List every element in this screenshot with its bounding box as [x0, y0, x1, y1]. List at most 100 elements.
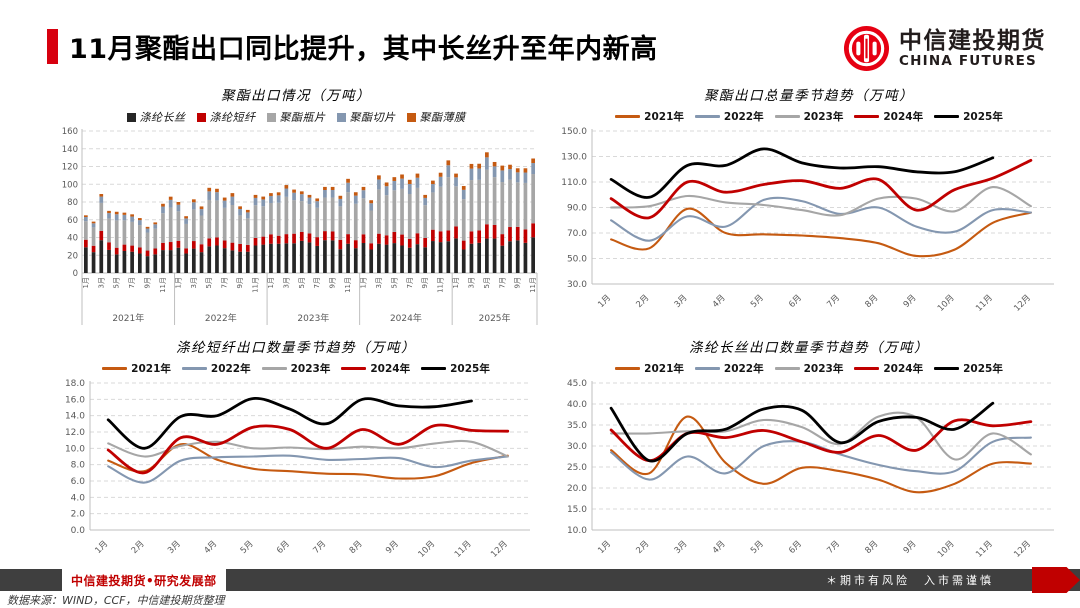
svg-text:9月: 9月	[902, 539, 919, 556]
svg-text:11月: 11月	[344, 277, 352, 293]
legend-swatch	[615, 366, 641, 371]
total-export-trend-plot: 30.0 50.0 70.0 90.0 110.0 130.0 150.0 1月 2月 3月 4月 5…	[561, 127, 1054, 314]
svg-text:9月: 9月	[384, 539, 401, 556]
filament-trend-plot: 10.0 15.0 20.0 25.0 30.0 35.0 40.0 45.0 1月 2月 3月 4月…	[567, 379, 1054, 560]
svg-text:3月: 3月	[97, 277, 105, 288]
legend-label: 2021年	[644, 363, 684, 375]
svg-text:7月: 7月	[825, 293, 842, 310]
svg-text:3月: 3月	[166, 539, 183, 556]
svg-text:11月: 11月	[529, 277, 537, 293]
legend-item-2024年: 2024年	[854, 361, 923, 376]
svg-text:1月: 1月	[452, 277, 460, 288]
legend-item-2021年: 2021年	[615, 361, 684, 376]
legend-label: 2024年	[883, 111, 924, 123]
x-axis-labels: 1月 2月 3月 4月 5月 6月 7月 8月 9月 10月 11月 12月	[93, 539, 510, 560]
line-2025年	[106, 397, 473, 450]
svg-text:110.0: 110.0	[561, 178, 587, 188]
svg-text:2月: 2月	[634, 539, 651, 556]
svg-text:7月: 7月	[498, 277, 506, 288]
svg-text:5月: 5月	[749, 539, 766, 556]
svg-text:18.0: 18.0	[65, 379, 85, 389]
svg-text:9月: 9月	[514, 277, 522, 288]
chart-legend: 涤纶长丝 涤纶短纤 聚酯瓶片 聚酯切片 聚酯薄膜	[126, 109, 466, 125]
legend-swatch	[406, 112, 416, 122]
legend-label: 2025年	[963, 363, 1003, 375]
legend-item-2021年: 2021年	[615, 109, 684, 124]
legend-label: 2025年	[963, 111, 1003, 123]
legend-label: 聚酯薄膜	[419, 111, 466, 124]
svg-text:3月: 3月	[467, 277, 475, 288]
svg-text:1月: 1月	[174, 277, 182, 288]
svg-text:6月: 6月	[275, 539, 292, 556]
legend-label: 聚酯切片	[349, 111, 396, 124]
chart-title: 涤纶短纤出口数量季节趋势（万吨）	[176, 340, 416, 356]
legend-swatch	[421, 366, 447, 371]
logo-text: 中信建投期货 CHINA FUTURES	[899, 27, 1046, 69]
footer-department: 中信建投期货•研究发展部	[62, 569, 226, 591]
line-2023年	[610, 411, 1032, 461]
svg-text:4月: 4月	[711, 293, 728, 310]
legend-swatch	[934, 114, 960, 119]
chart-legend: 2021年 2022年 2023年 2024年 2025年	[615, 361, 1003, 376]
legend-label: 2024年	[883, 363, 924, 375]
svg-text:6月: 6月	[787, 539, 804, 556]
svg-text:140: 140	[62, 145, 78, 155]
staple-fiber-trend-chart: 涤纶短纤出口数量季节趋势（万吨） 2021年 2022年 2023年 2024年 202…	[50, 336, 542, 574]
svg-text:4月: 4月	[711, 539, 728, 556]
legend-label: 涤纶短纤	[209, 111, 256, 124]
svg-text:100: 100	[62, 180, 78, 190]
legend-swatch	[774, 366, 800, 371]
legend-swatch	[336, 112, 346, 122]
svg-text:2022年: 2022年	[205, 312, 237, 324]
svg-text:5月: 5月	[483, 277, 491, 288]
logo-english-name: CHINA FUTURES	[899, 52, 1037, 69]
chart-title: 聚酯出口总量季节趋势（万吨）	[704, 88, 914, 104]
svg-text:10.0: 10.0	[65, 444, 85, 454]
header: 11月聚酯出口同比提升，其中长丝升至年内新高	[47, 27, 658, 66]
line-2022年	[107, 454, 509, 484]
svg-text:3月: 3月	[673, 293, 690, 310]
svg-text:5月: 5月	[113, 277, 121, 288]
svg-text:2021年: 2021年	[112, 312, 144, 324]
legend-item-2022年: 2022年	[181, 361, 251, 376]
svg-text:2.0: 2.0	[71, 510, 86, 520]
svg-text:2023年: 2023年	[297, 312, 329, 324]
svg-text:11月: 11月	[974, 293, 995, 314]
svg-text:12月: 12月	[1012, 539, 1033, 560]
staple-fiber-trend-plot: 0.0 2.0 4.0 6.0 8.0 10.0 12.0 14.0 16.0 18.0 1月 2月 3…	[65, 379, 530, 560]
legend-item-2025年: 2025年	[934, 109, 1003, 124]
chart-title: 涤纶长丝出口数量季节趋势（万吨）	[689, 340, 929, 356]
legend-label: 2023年	[803, 111, 844, 123]
svg-text:1月: 1月	[596, 539, 613, 556]
legend-item-2022年: 2022年	[694, 109, 764, 124]
line-2023年	[107, 439, 509, 458]
svg-text:16.0: 16.0	[65, 395, 85, 405]
svg-text:11月: 11月	[437, 277, 445, 293]
legend-swatch	[694, 366, 720, 371]
title-accent-bar	[47, 29, 58, 64]
svg-text:7月: 7月	[406, 277, 414, 288]
svg-text:5月: 5月	[390, 277, 398, 288]
line-2022年	[610, 196, 1032, 242]
svg-text:12.0: 12.0	[65, 428, 85, 438]
data-source-note: 数据来源：WIND，CCF，中信建投期货整理	[7, 594, 225, 607]
svg-text:0: 0	[73, 269, 78, 279]
svg-text:7月: 7月	[311, 539, 328, 556]
svg-text:9月: 9月	[144, 277, 152, 288]
legend-item-2025年: 2025年	[421, 361, 490, 376]
legend-swatch	[694, 114, 720, 119]
svg-text:8月: 8月	[348, 539, 365, 556]
x-axis-labels: 1月 3月 5月 7月 9月 11月 2021年 1月 3月 5月 7月 9月 11月 2022年 1月 3月…	[81, 273, 538, 325]
legend-item-2023年: 2023年	[774, 361, 843, 376]
svg-text:120: 120	[62, 163, 78, 173]
svg-text:5月: 5月	[239, 539, 256, 556]
polyester-export-bar-chart: 聚酯出口情况（万吨） 涤纶长丝 涤纶短纤 聚酯瓶片 聚酯切片 聚酯薄膜 0 20 40 60 8…	[50, 84, 542, 329]
legend-item-聚酯切片: 聚酯切片	[336, 109, 396, 125]
svg-text:50.0: 50.0	[567, 255, 587, 265]
legend-item-聚酯瓶片: 聚酯瓶片	[266, 109, 326, 125]
legend-label: 2022年	[210, 363, 251, 375]
legend-item-2023年: 2023年	[774, 109, 844, 124]
logo-chinese-name: 中信建投期货	[899, 27, 1046, 54]
